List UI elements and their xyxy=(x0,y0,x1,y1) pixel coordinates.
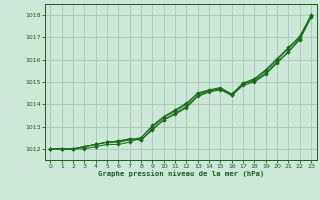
X-axis label: Graphe pression niveau de la mer (hPa): Graphe pression niveau de la mer (hPa) xyxy=(98,171,264,177)
